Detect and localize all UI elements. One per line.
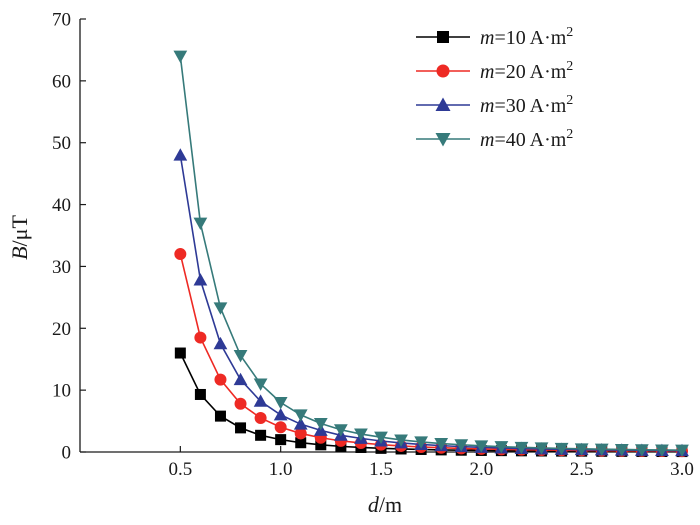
x-tick-label: 2.0 — [469, 459, 493, 480]
data-point — [655, 444, 669, 457]
data-point — [295, 437, 307, 449]
x-tick-label: 2.5 — [570, 459, 594, 480]
y-tick-label: 70 — [52, 10, 71, 31]
data-point — [194, 388, 206, 400]
data-point — [414, 436, 429, 449]
series-line — [179, 253, 683, 452]
x-tick-label: 0.5 — [168, 459, 192, 480]
data-point — [436, 64, 450, 78]
y-tick-label: 40 — [52, 195, 71, 216]
data-point — [675, 444, 689, 458]
data-point — [255, 429, 267, 441]
data-point — [374, 431, 388, 445]
data-point — [213, 336, 228, 350]
data-point — [313, 418, 328, 431]
data-point — [233, 350, 248, 363]
data-point — [614, 443, 629, 457]
x-tick-label: 1.5 — [369, 459, 393, 480]
x-tick-label: 1.0 — [269, 459, 293, 480]
data-point — [534, 442, 549, 455]
data-point — [234, 397, 247, 410]
data-point — [273, 397, 288, 410]
data-point — [253, 378, 268, 391]
data-point — [235, 422, 247, 434]
axes: 0 10 20 30 40 50 60 70 0.5 1.0 1.5 2.0 2.5 3.0 d/m B/μT — [7, 10, 694, 518]
y-tick-label: 60 — [52, 71, 71, 92]
data-point — [193, 217, 208, 231]
data-point — [214, 410, 226, 422]
y-tick-label: 20 — [52, 319, 71, 340]
y-axis-title: B/μT — [7, 215, 32, 260]
legend-label: m=30 A·m2 — [480, 93, 573, 117]
data-point — [213, 302, 228, 315]
legend-entry-4: m=40 A·m2 — [416, 127, 573, 151]
data-point — [333, 424, 348, 437]
plot-area — [173, 50, 689, 458]
data-point — [173, 148, 188, 161]
y-tick-label: 10 — [52, 381, 71, 402]
series-2 — [174, 248, 688, 458]
data-point — [273, 408, 288, 421]
data-point — [434, 438, 449, 451]
data-point — [514, 441, 529, 455]
data-point — [435, 133, 451, 147]
series-1 — [174, 347, 688, 458]
data-point — [193, 273, 208, 286]
series-line — [179, 56, 683, 451]
x-axis-title: d/m — [368, 492, 402, 517]
legend-entry-2: m=20 A·m2 — [416, 59, 573, 83]
data-point — [174, 248, 187, 261]
data-point — [315, 439, 327, 451]
y-tick-label: 50 — [52, 133, 71, 154]
legend-label: m=20 A·m2 — [480, 59, 573, 83]
y-tick-label: 30 — [52, 257, 71, 278]
data-point — [275, 434, 287, 446]
data-point — [494, 441, 509, 454]
legend-label: m=40 A·m2 — [480, 127, 573, 151]
legend-entry-1: m=10 A·m2 — [416, 25, 573, 49]
data-point — [274, 421, 287, 434]
legend-entry-3: m=30 A·m2 — [416, 93, 573, 117]
data-point — [454, 439, 469, 452]
data-point — [634, 444, 649, 457]
data-point — [173, 50, 188, 63]
data-point — [254, 411, 267, 424]
data-point — [474, 440, 489, 453]
data-point — [394, 434, 408, 447]
legend-label: m=10 A·m2 — [480, 25, 573, 49]
data-point — [293, 417, 308, 430]
data-point — [194, 331, 207, 344]
data-point — [294, 427, 307, 440]
data-point — [435, 97, 451, 111]
data-point — [437, 31, 449, 43]
legend: m=10 A·m2 m=20 A·m2 m=30 A·m2 m=40 A·m2 — [416, 25, 573, 151]
data-point — [594, 443, 609, 457]
data-point — [174, 347, 186, 359]
data-point — [554, 442, 569, 456]
data-point — [574, 443, 589, 456]
data-point — [214, 373, 227, 386]
y-tick-label: 0 — [62, 443, 72, 464]
x-tick-label: 3.0 — [670, 459, 694, 480]
data-point — [233, 372, 248, 386]
data-point — [293, 409, 308, 422]
series-3 — [173, 148, 689, 457]
data-point — [354, 428, 368, 441]
data-point — [253, 394, 268, 407]
series-4 — [173, 50, 689, 458]
